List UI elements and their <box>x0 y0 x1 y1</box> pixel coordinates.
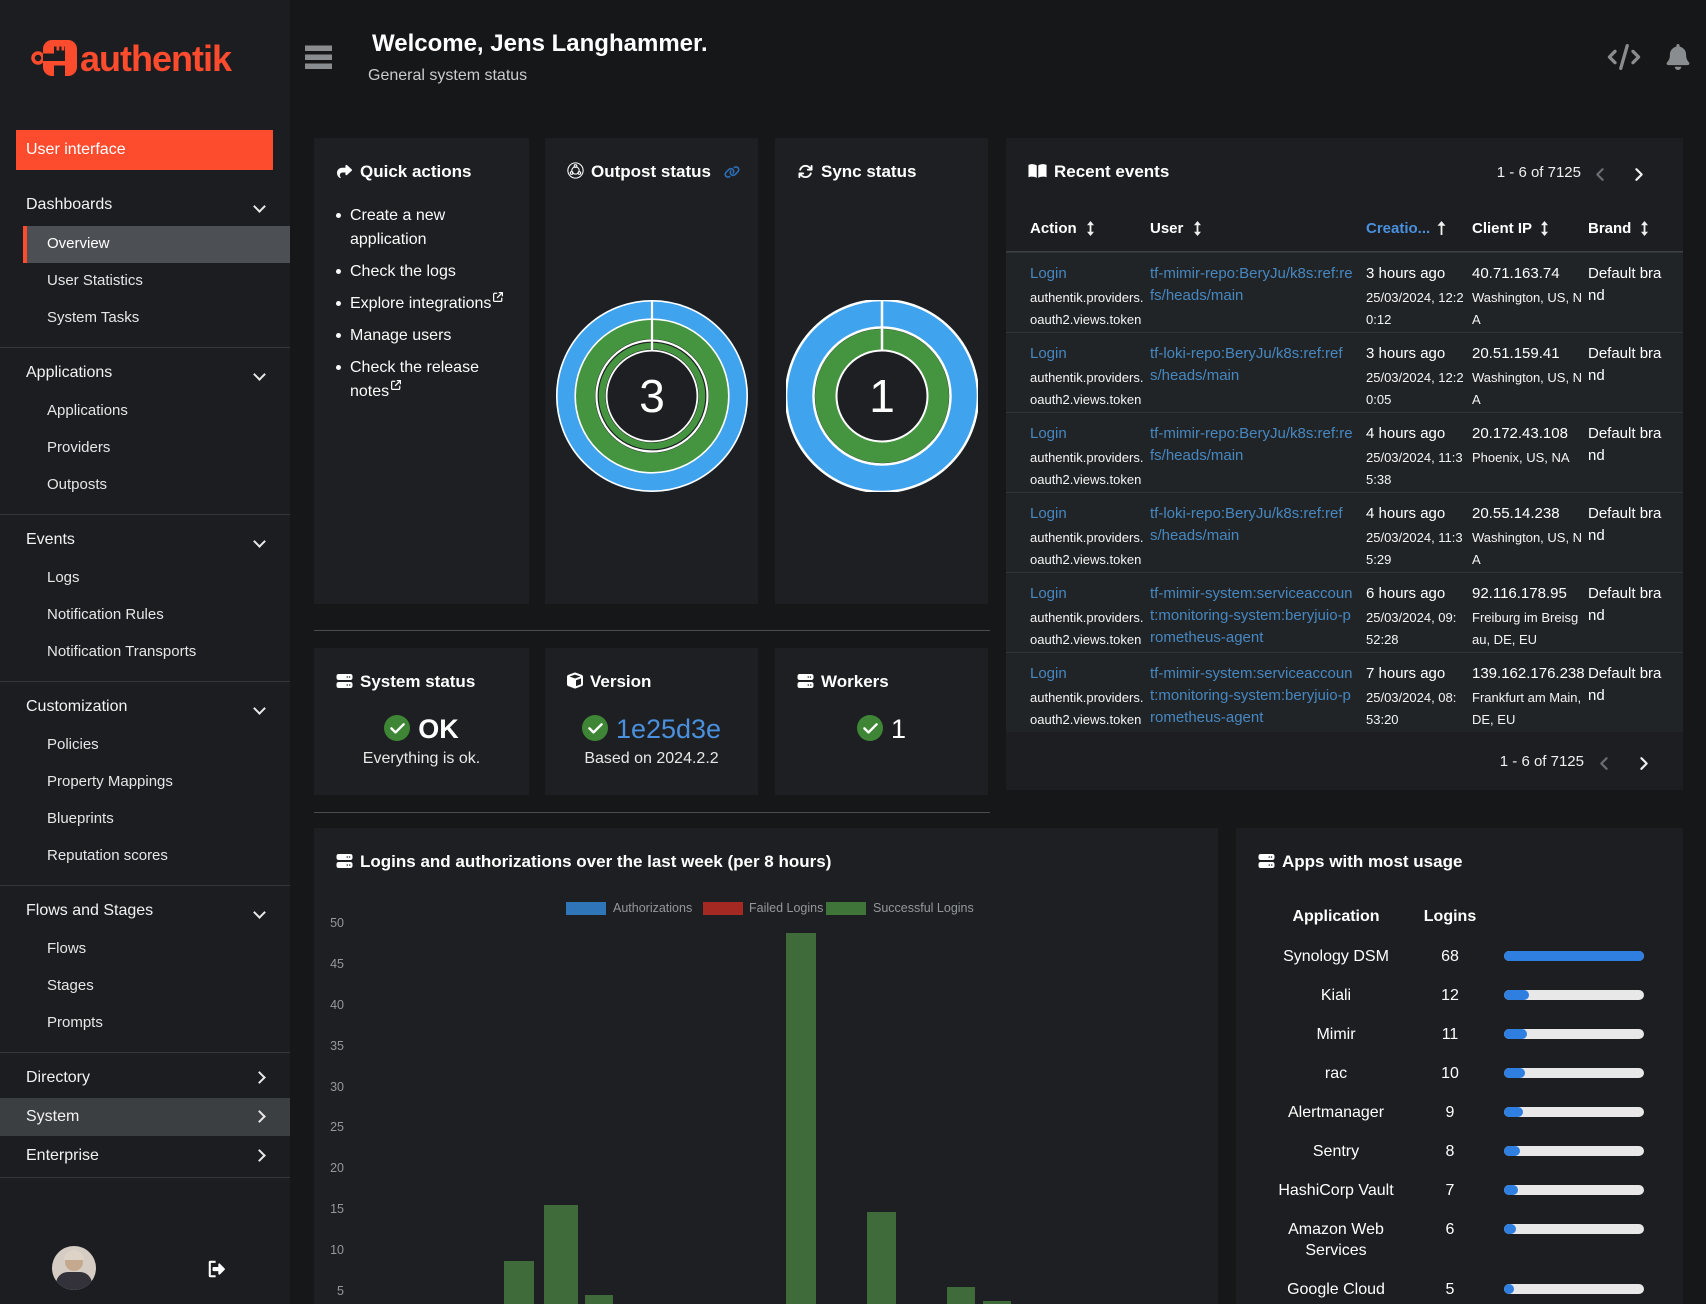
svg-text:3: 3 <box>639 370 665 422</box>
svg-text:authentik: authentik <box>80 38 233 78</box>
svg-text:1: 1 <box>869 370 895 422</box>
